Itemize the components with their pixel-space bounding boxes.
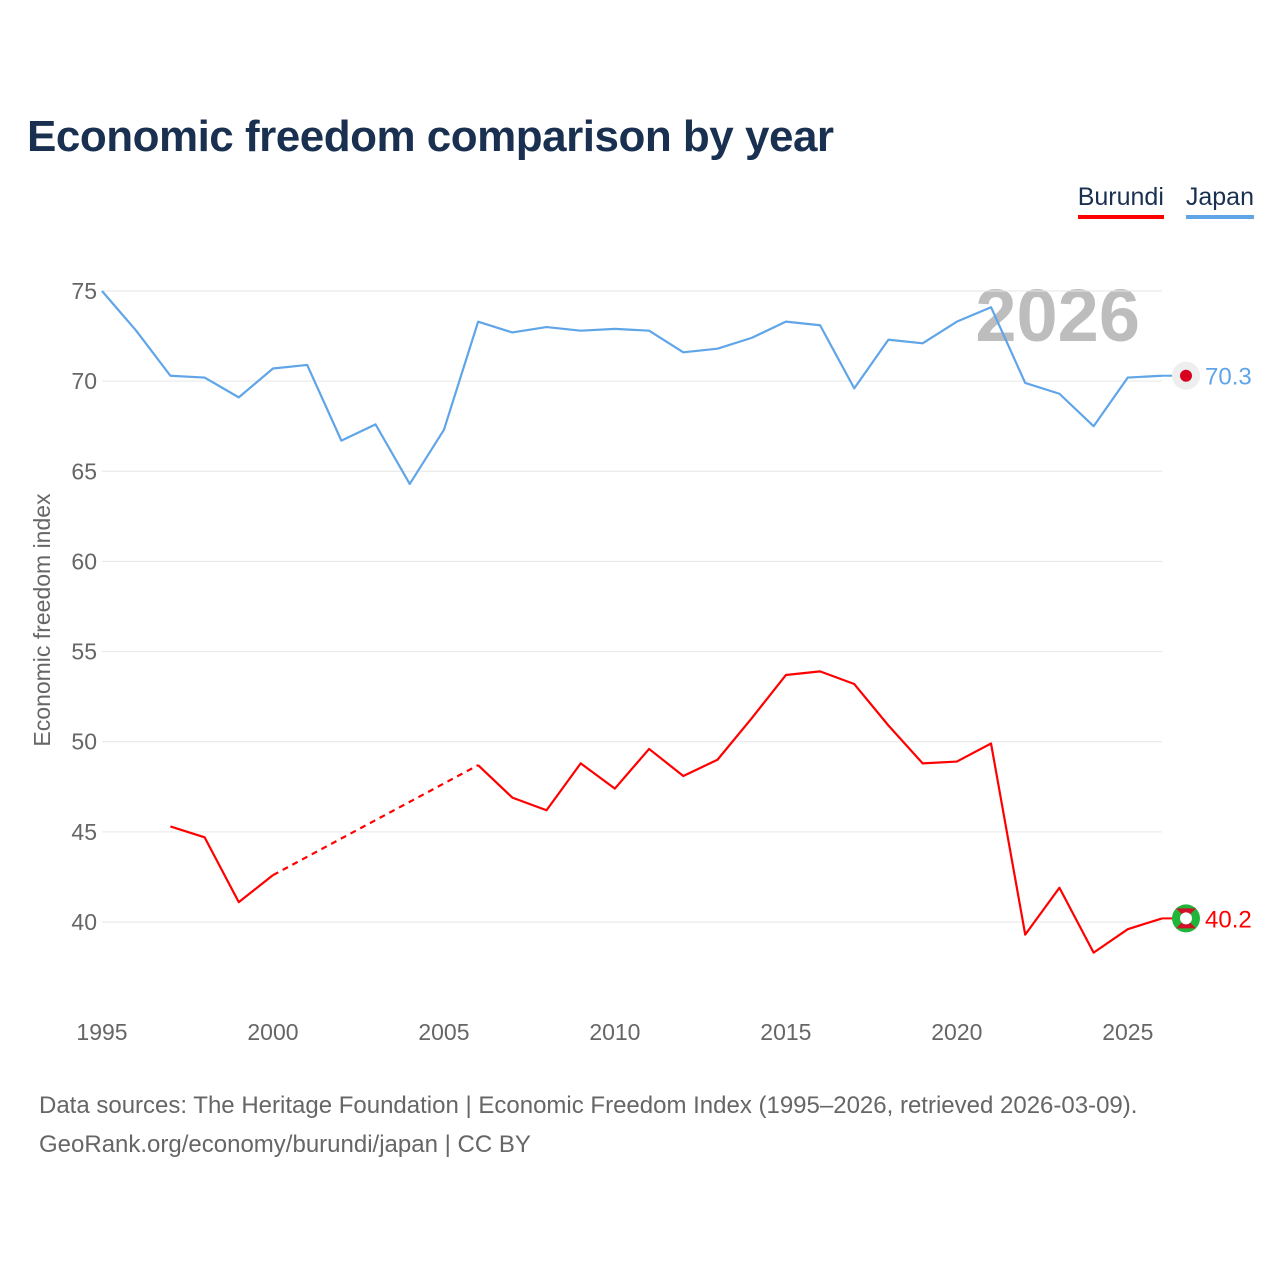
footer: Data sources: The Heritage Foundation | … bbox=[39, 1086, 1137, 1164]
y-tick-label: 55 bbox=[71, 639, 97, 665]
y-tick-label: 50 bbox=[71, 729, 97, 755]
y-tick-label: 60 bbox=[71, 548, 97, 574]
legend-item-japan[interactable]: Japan bbox=[1185, 183, 1254, 219]
x-tick-label: 2025 bbox=[1102, 1019, 1153, 1045]
y-tick-label: 40 bbox=[71, 909, 97, 935]
series-gap-burundi bbox=[272, 764, 479, 877]
y-tick-label: 70 bbox=[71, 368, 97, 394]
legend: Burundi Japan bbox=[1077, 183, 1254, 219]
x-tick-label: 1995 bbox=[76, 1019, 127, 1045]
y-tick-label: 45 bbox=[71, 819, 97, 845]
x-tick-label: 2000 bbox=[247, 1019, 298, 1045]
footer-link[interactable]: GeoRank.org/economy/burundi/japan | CC B… bbox=[39, 1131, 531, 1158]
x-tick-label: 2005 bbox=[418, 1019, 469, 1045]
footer-sources: Data sources: The Heritage Foundation | … bbox=[39, 1092, 1138, 1119]
japan-flag-sun bbox=[1180, 369, 1192, 382]
x-tick-label: 2015 bbox=[760, 1019, 811, 1045]
y-tick-label: 75 bbox=[71, 278, 97, 304]
series-line-burundi bbox=[170, 825, 274, 904]
series-line-burundi bbox=[477, 670, 1163, 954]
y-axis-label: Economic freedom index bbox=[29, 493, 55, 747]
legend-item-burundi[interactable]: Burundi bbox=[1077, 183, 1164, 219]
series-line-japan bbox=[101, 290, 1163, 486]
end-value-label-burundi: 40.2 bbox=[1205, 906, 1252, 933]
y-tick-label: 65 bbox=[71, 458, 97, 484]
x-tick-label: 2020 bbox=[931, 1019, 982, 1045]
x-tick-label: 2010 bbox=[589, 1019, 640, 1045]
end-value-label-japan: 70.3 bbox=[1205, 364, 1252, 391]
burundi-flag-disc bbox=[1180, 912, 1192, 925]
chart-title: Economic freedom comparison by year bbox=[27, 112, 834, 161]
year-watermark: 2026 bbox=[975, 274, 1140, 357]
